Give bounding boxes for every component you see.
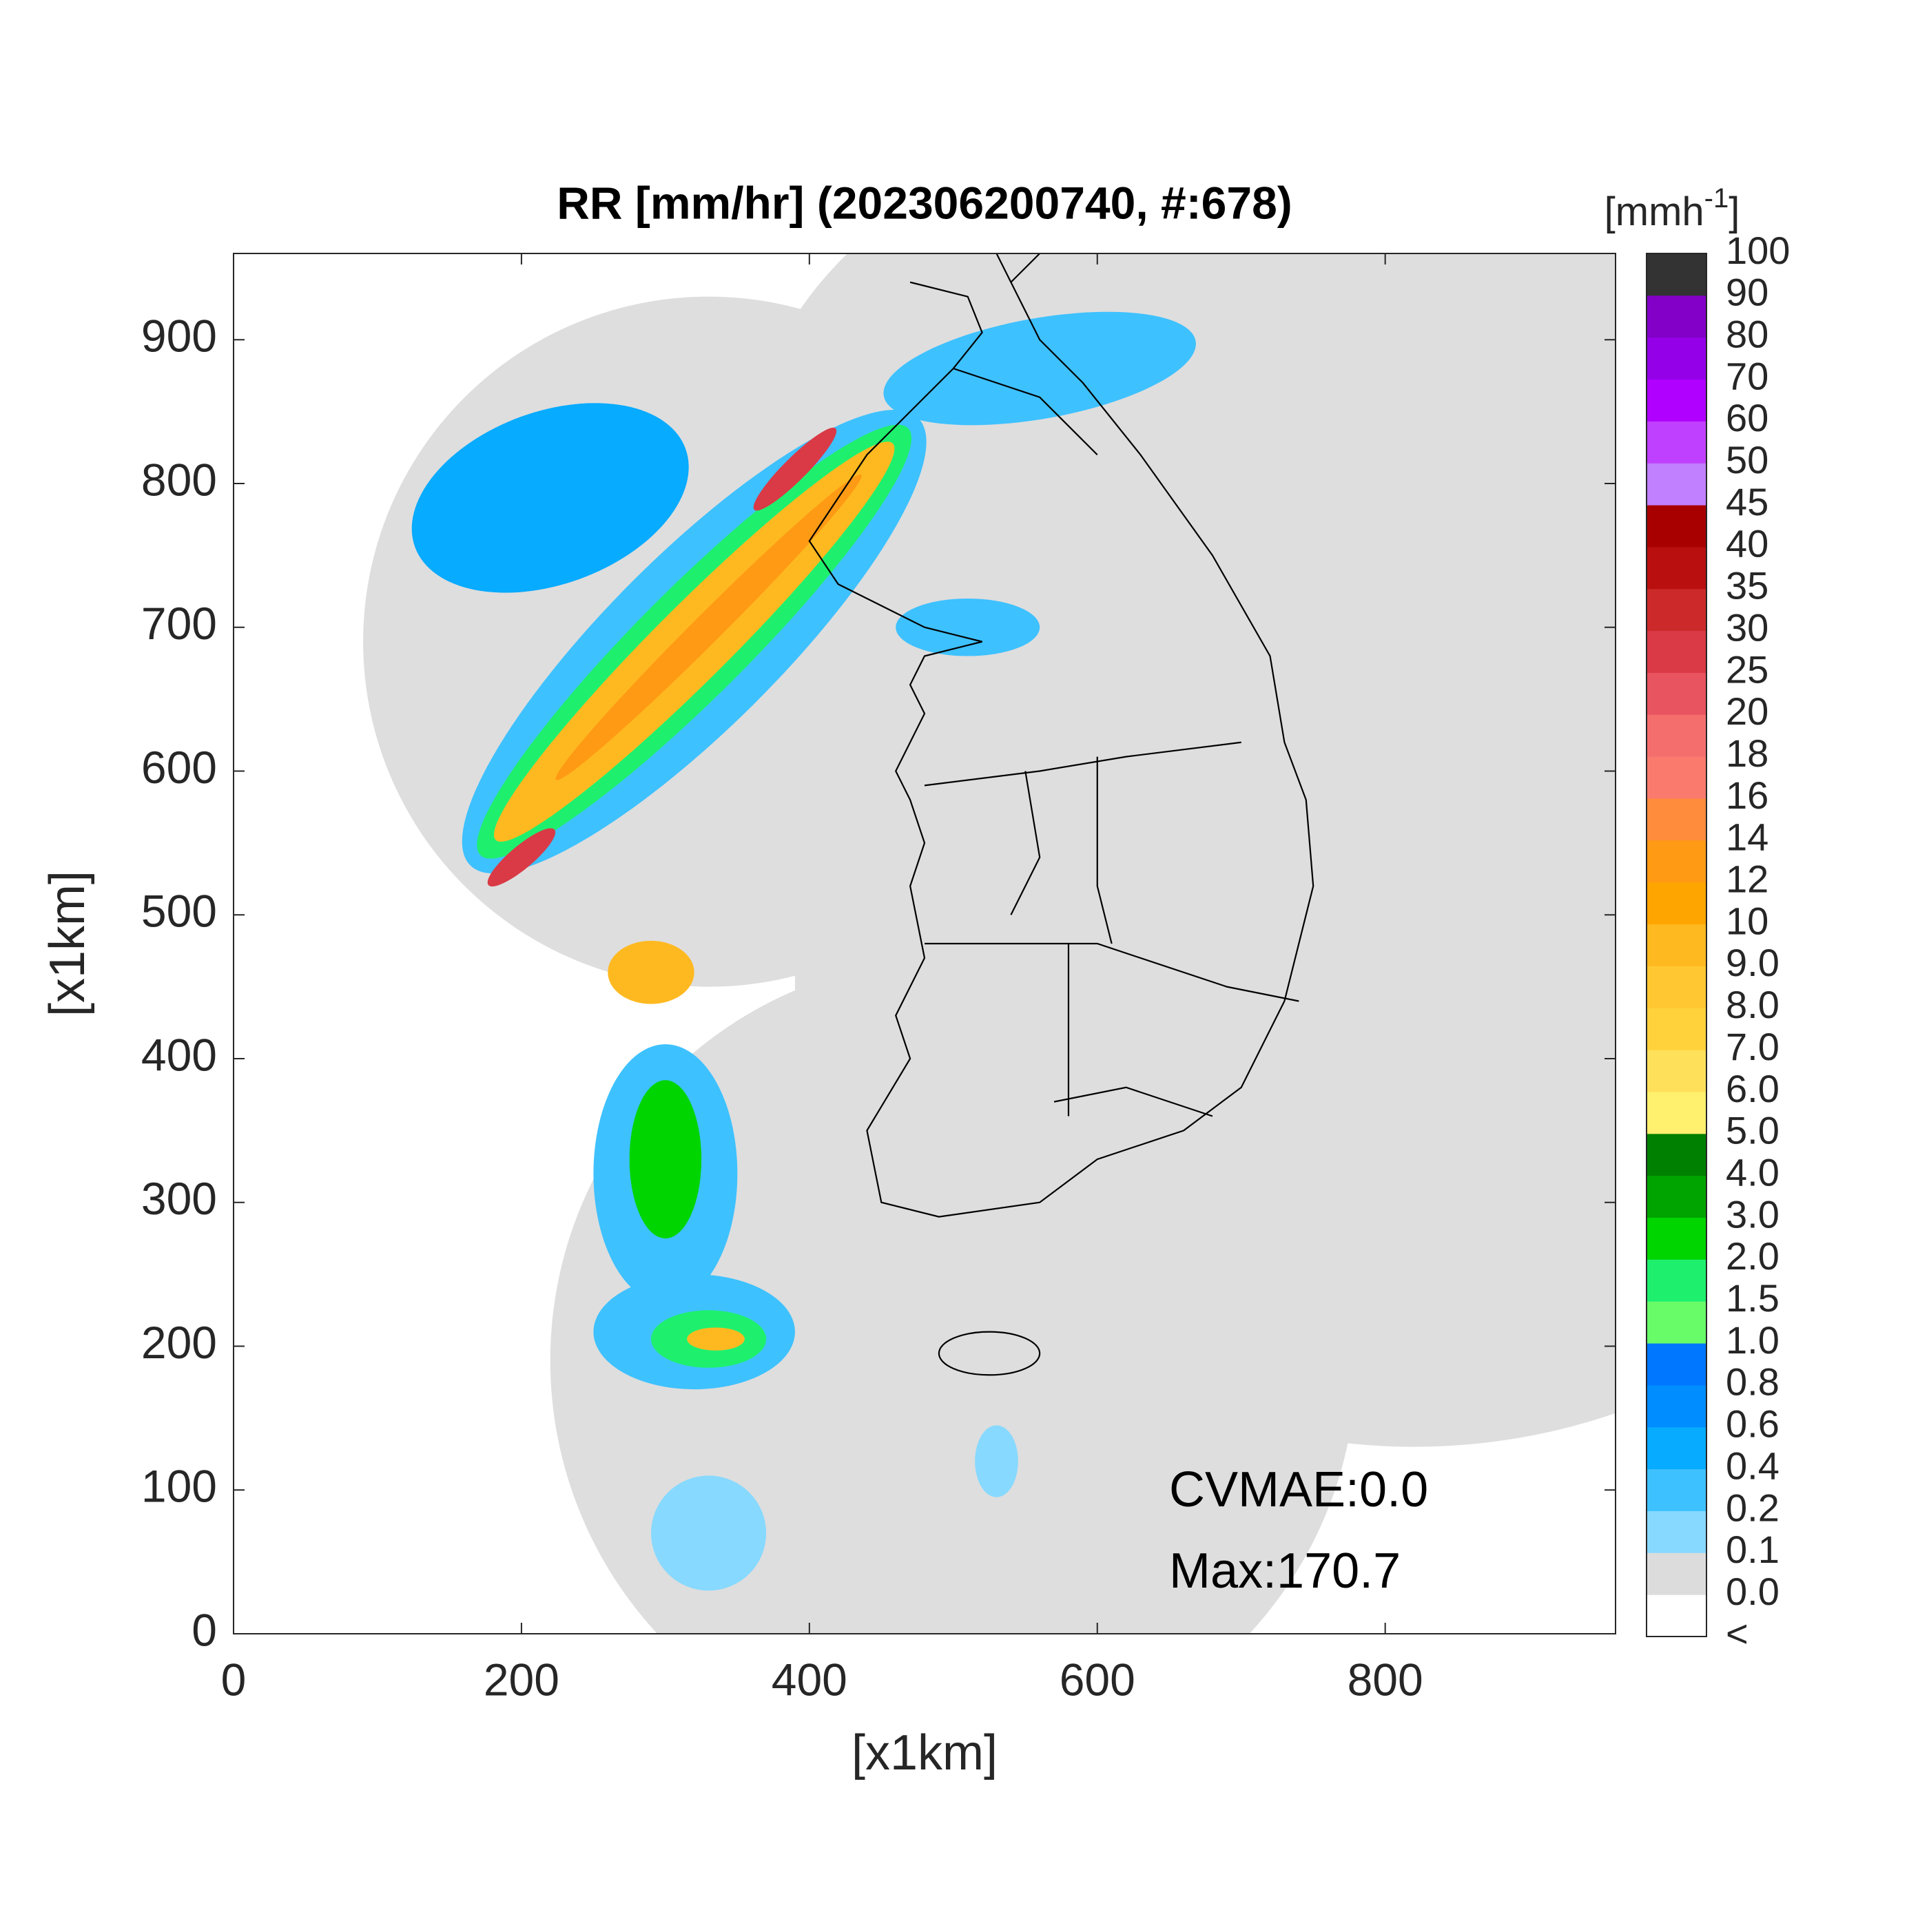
annotation: CVMAE:0.0 xyxy=(1169,1462,1428,1517)
colorbar-segment xyxy=(1647,1552,1706,1595)
colorbar-label: 5.0 xyxy=(1726,1109,1780,1152)
colorbar-label: < xyxy=(1726,1612,1749,1655)
colorbar-label: 3.0 xyxy=(1726,1192,1780,1236)
colorbar-segment xyxy=(1647,798,1706,841)
colorbar-label: 9.0 xyxy=(1726,941,1780,984)
colorbar-segment xyxy=(1647,421,1706,464)
colorbar-label: 2.0 xyxy=(1726,1234,1780,1278)
radar-field xyxy=(363,253,1616,1634)
colorbar-label: 0.6 xyxy=(1726,1402,1780,1446)
colorbar-label: 45 xyxy=(1726,480,1768,523)
colorbar-segment xyxy=(1647,379,1706,422)
axes-box xyxy=(233,253,1616,1634)
colorbar-segment xyxy=(1647,1510,1706,1553)
y-tick-label: 200 xyxy=(141,1317,217,1368)
colorbar-label: 1.0 xyxy=(1726,1318,1780,1362)
colorbar-label: 12 xyxy=(1726,858,1768,901)
y-tick-label: 500 xyxy=(141,886,217,937)
colorbar-segment xyxy=(1647,714,1706,757)
colorbar-label: 16 xyxy=(1726,773,1768,817)
x-axis-label: [x1km] xyxy=(852,1725,998,1780)
colorbar-label: 70 xyxy=(1726,354,1768,397)
y-tick-label: 700 xyxy=(141,598,217,649)
y-tick-label: 600 xyxy=(141,742,217,793)
colorbar-label: 8.0 xyxy=(1726,983,1780,1026)
colorbar-segment xyxy=(1647,1468,1706,1511)
annotation: Max:170.7 xyxy=(1169,1544,1401,1599)
colorbar-label: 35 xyxy=(1726,564,1768,607)
colorbar-label: 0.0 xyxy=(1726,1570,1780,1613)
colorbar-segment xyxy=(1647,588,1706,632)
colorbar-segment xyxy=(1647,1426,1706,1470)
colorbar-label: 0.4 xyxy=(1726,1444,1780,1487)
colorbar-segment xyxy=(1647,756,1706,799)
colorbar-segment xyxy=(1647,1175,1706,1218)
colorbar-segment xyxy=(1647,1050,1706,1092)
colorbar-label: 18 xyxy=(1726,731,1768,775)
precipitation xyxy=(411,311,1196,1591)
colorbar-segment xyxy=(1647,253,1706,296)
x-tick-label: 0 xyxy=(221,1654,247,1705)
colorbar-label: 7.0 xyxy=(1726,1025,1780,1068)
colorbar-label: 14 xyxy=(1726,816,1768,859)
y-tick-label: 0 xyxy=(192,1604,217,1655)
colorbar-label: 100 xyxy=(1726,229,1790,272)
colorbar-segment xyxy=(1647,1259,1706,1302)
colorbar-segment xyxy=(1647,1133,1706,1176)
x-tick-label: 600 xyxy=(1060,1654,1135,1705)
colorbar-label: 6.0 xyxy=(1726,1067,1780,1110)
colorbar-label: 20 xyxy=(1726,689,1768,733)
colorbar-segment xyxy=(1647,966,1706,1008)
x-tick-label: 400 xyxy=(772,1654,847,1705)
colorbar-label: 0.1 xyxy=(1726,1528,1780,1571)
colorbar-label: 25 xyxy=(1726,647,1768,691)
colorbar-segment xyxy=(1647,1008,1706,1050)
colorbar-segment xyxy=(1647,546,1706,590)
colorbar-segment xyxy=(1647,1217,1706,1260)
colorbar-label: 30 xyxy=(1726,605,1768,649)
colorbar-segment xyxy=(1647,463,1706,506)
colorbar-label: 0.8 xyxy=(1726,1360,1780,1404)
unit-close: ] xyxy=(1729,189,1740,234)
colorbar-label: 90 xyxy=(1726,271,1768,314)
colorbar-segment xyxy=(1647,1091,1706,1134)
colorbar-segment xyxy=(1647,630,1706,673)
colorbar-label: 10 xyxy=(1726,899,1768,942)
y-axis-label: [x1km] xyxy=(40,871,95,1017)
colorbar-segment xyxy=(1647,295,1706,338)
colorbar-segment xyxy=(1647,672,1706,715)
colorbar-frame xyxy=(1646,253,1707,1637)
colorbar-label: 0.2 xyxy=(1726,1486,1780,1529)
y-tick-label: 800 xyxy=(141,454,217,505)
colorbar-segment xyxy=(1647,882,1706,925)
colorbar-segment xyxy=(1647,1301,1706,1344)
y-tick-label: 100 xyxy=(141,1461,217,1512)
colorbar-segment xyxy=(1647,840,1706,883)
y-tick-label: 400 xyxy=(141,1029,217,1080)
colorbar-label: 1.5 xyxy=(1726,1276,1780,1320)
unit-base: [mmh xyxy=(1605,189,1704,234)
x-tick-label: 800 xyxy=(1348,1654,1423,1705)
colorbar-label: 40 xyxy=(1726,522,1768,565)
colorbar-segment xyxy=(1647,1384,1706,1428)
chart-title: RR [mm/hr] (202306200740, #:678) xyxy=(557,177,1292,228)
colorbar-segment xyxy=(1647,337,1706,380)
colorbar-segment xyxy=(1647,1343,1706,1386)
colorbar-label: 50 xyxy=(1726,438,1768,481)
colorbar-unit: [mmh-1] xyxy=(1605,183,1740,235)
colorbar-segment xyxy=(1647,505,1706,548)
coastline xyxy=(809,253,1313,1375)
x-tick-label: 200 xyxy=(484,1654,559,1705)
colorbar-label: 80 xyxy=(1726,312,1768,355)
y-tick-label: 300 xyxy=(141,1173,217,1224)
colorbar-segment xyxy=(1647,924,1706,966)
colorbar-label: 4.0 xyxy=(1726,1150,1780,1194)
unit-exponent: -1 xyxy=(1704,183,1729,214)
y-tick-label: 900 xyxy=(141,311,217,362)
colorbar-label: 60 xyxy=(1726,396,1768,439)
colorbar-segment xyxy=(1647,1595,1706,1637)
